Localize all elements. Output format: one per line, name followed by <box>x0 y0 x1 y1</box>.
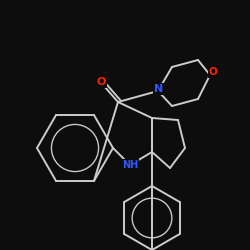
Text: O: O <box>96 77 106 87</box>
Text: N: N <box>154 84 164 94</box>
Text: NH: NH <box>122 160 138 170</box>
Text: O: O <box>208 67 218 77</box>
